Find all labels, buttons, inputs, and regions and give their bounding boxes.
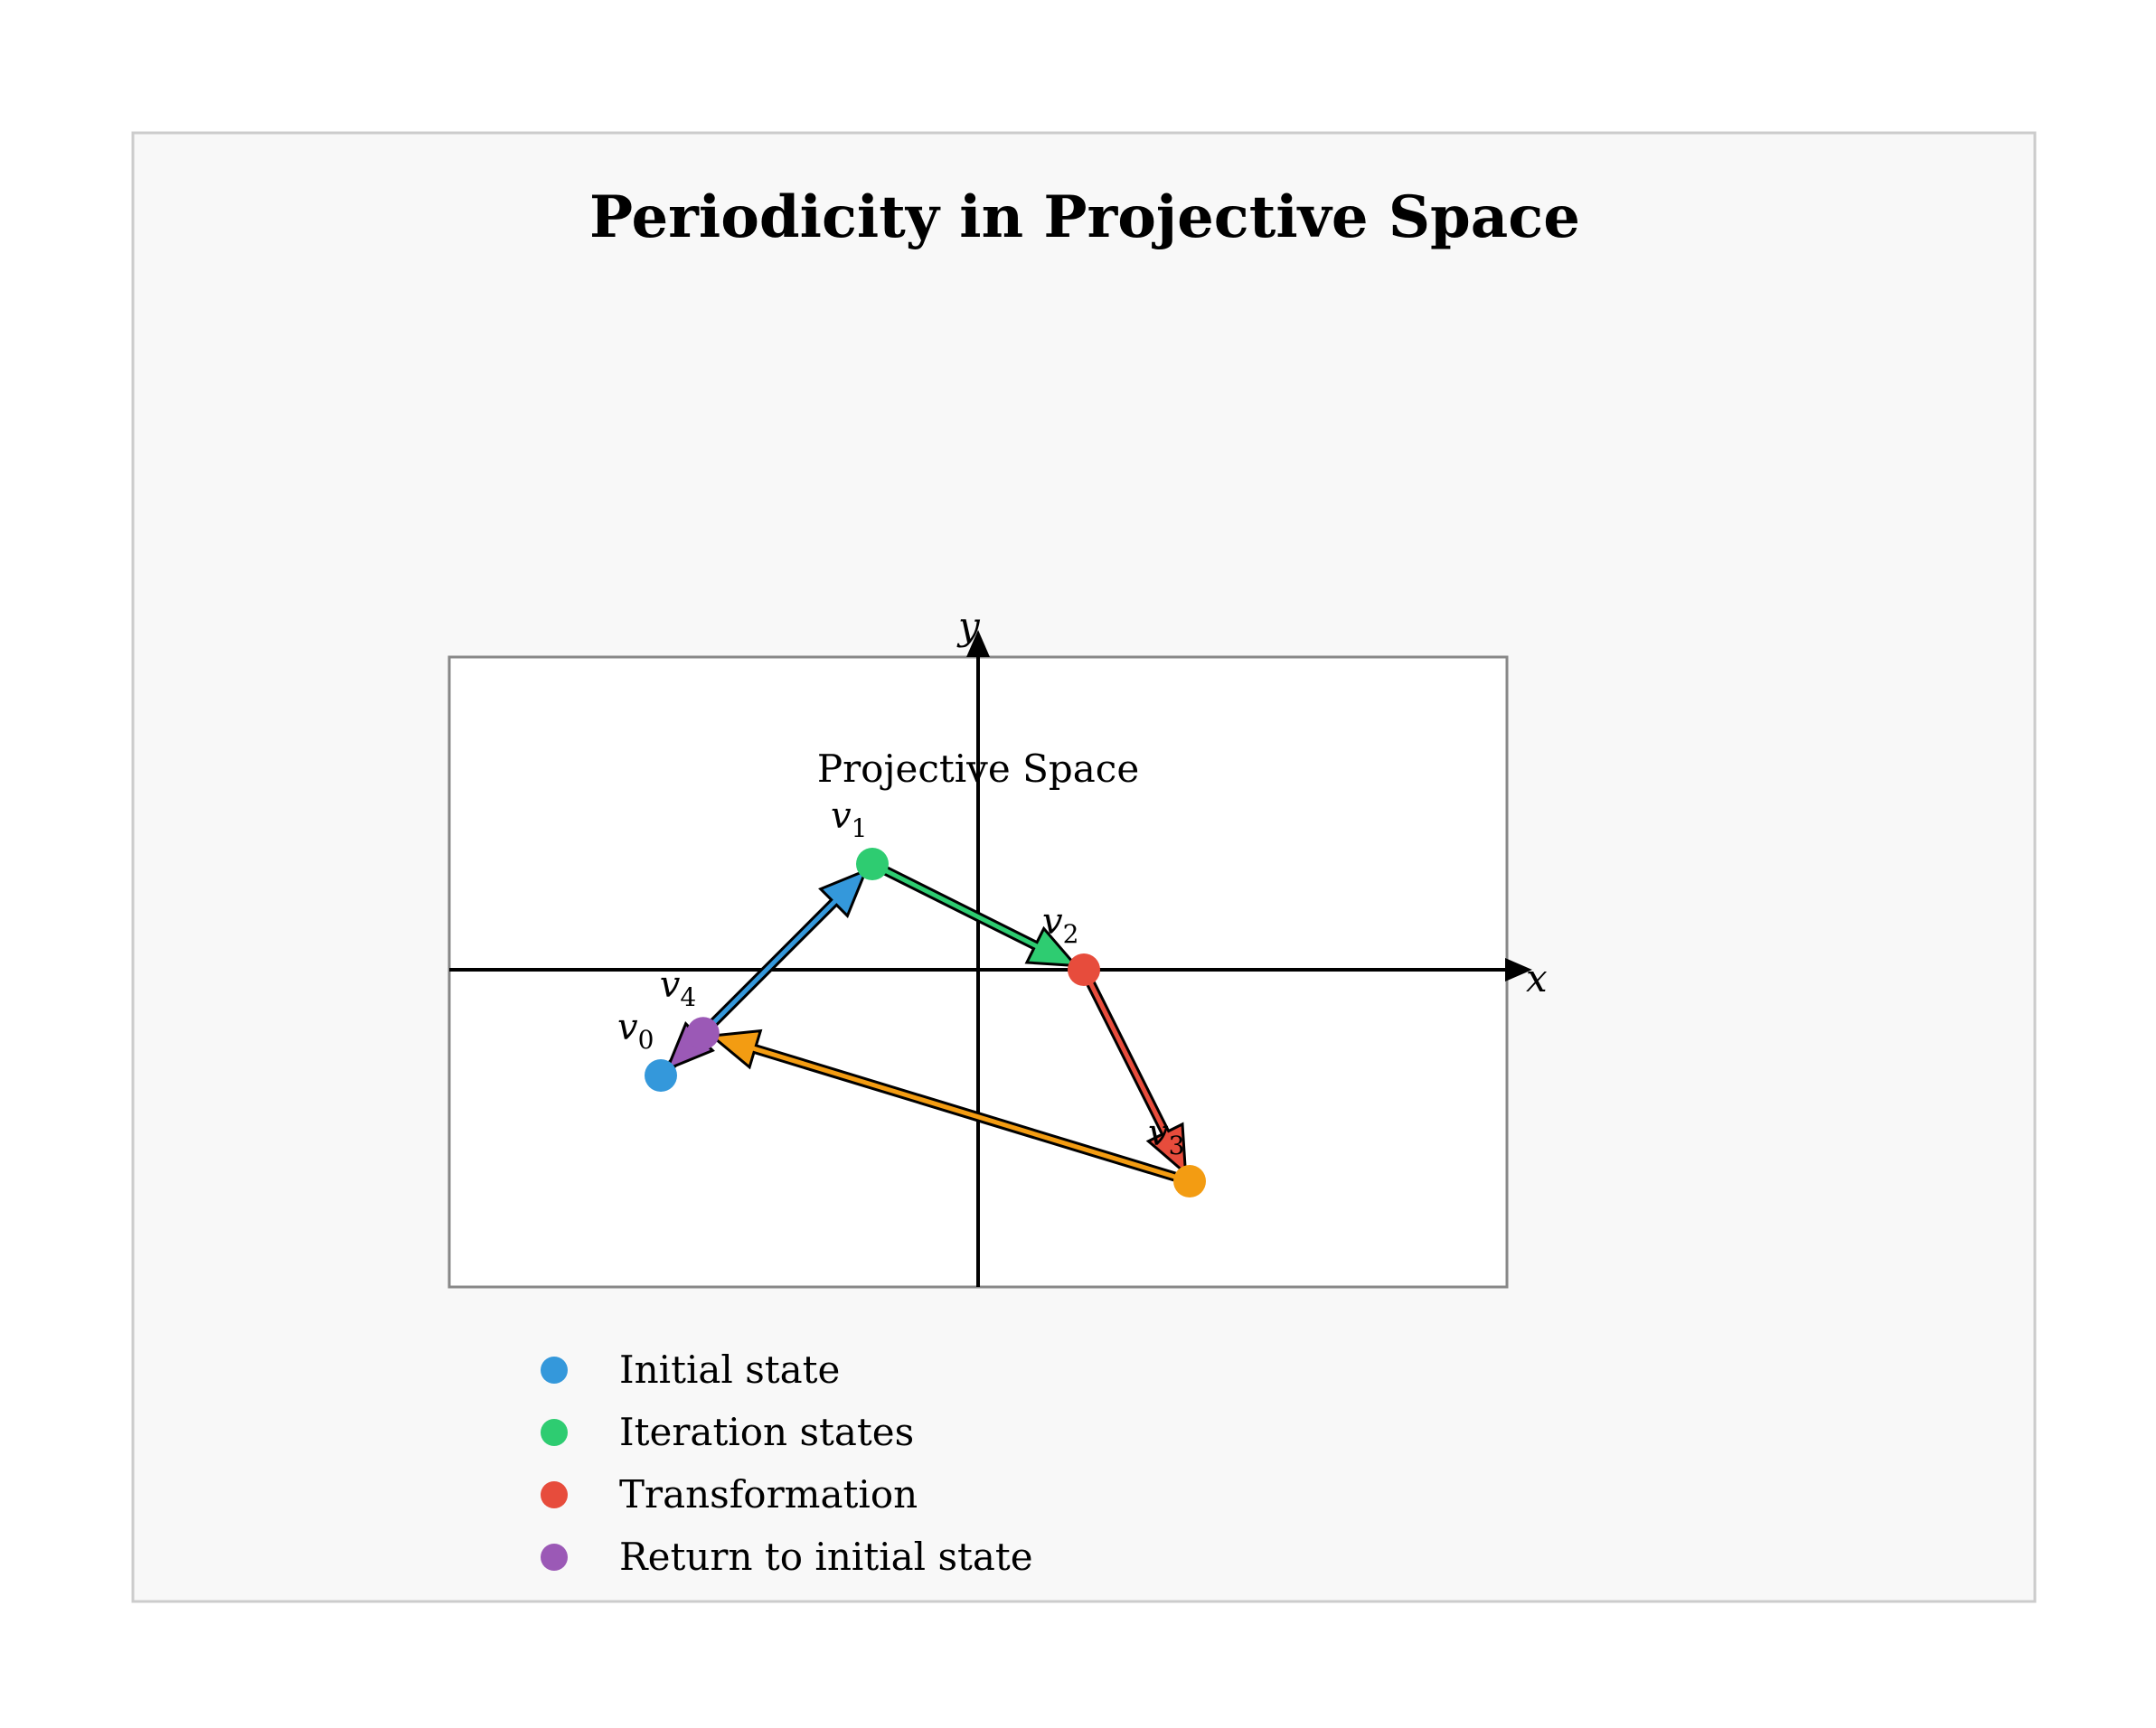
y-axis-arrowhead [966, 630, 990, 657]
points-layer: v0 v1 v2 v3 v4 [617, 795, 1206, 1197]
legend: Initial state Iteration states Transformat… [541, 1348, 1033, 1579]
legend-label-0: Initial state [619, 1348, 840, 1392]
figure-title: Periodicity in Projective Space [589, 183, 1580, 251]
arrow-v1-to-v2 [880, 864, 1079, 968]
point-v0 [645, 1059, 677, 1092]
x-axis-arrowhead [1505, 958, 1532, 981]
point-v4 [686, 1017, 720, 1050]
point-v2 [1068, 953, 1100, 986]
legend-marker-1 [541, 1419, 568, 1446]
point-v3 [1173, 1165, 1206, 1197]
legend-label-3: Return to initial state [619, 1535, 1033, 1579]
legend-marker-3 [541, 1544, 568, 1571]
axes: xy [449, 604, 1548, 1287]
arrow-v3-to-v4 [708, 1028, 1181, 1183]
legend-label-1: Iteration states [619, 1410, 914, 1454]
label-v0: v0 [617, 1007, 654, 1055]
y-axis-label: y [956, 604, 981, 648]
legend-marker-2 [541, 1481, 568, 1508]
x-axis-label: x [1526, 956, 1548, 1000]
arrow-v2-to-v3 [1084, 977, 1188, 1177]
legend-marker-0 [541, 1357, 568, 1384]
label-v1: v1 [831, 795, 867, 843]
point-v1 [856, 848, 889, 880]
label-v4: v4 [660, 964, 696, 1012]
space-label: Projective Space [817, 747, 1139, 791]
legend-label-2: Transformation [619, 1472, 918, 1517]
label-v3: v3 [1148, 1113, 1184, 1160]
label-v2: v2 [1042, 901, 1078, 949]
arrows-layer [664, 864, 1188, 1183]
